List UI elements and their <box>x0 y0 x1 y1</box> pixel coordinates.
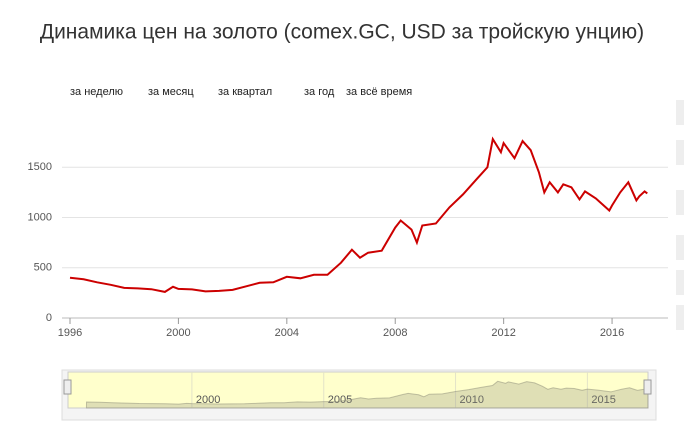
navigator-handle-right[interactable] <box>643 379 652 395</box>
x-tick-label: 2000 <box>166 327 190 339</box>
range-button[interactable]: за месяц <box>148 86 194 98</box>
range-button[interactable]: за неделю <box>70 86 123 98</box>
right-panel <box>676 100 684 330</box>
range-button[interactable]: за год <box>304 86 335 98</box>
x-tick-label: 2004 <box>275 327 299 339</box>
navigator-area <box>85 380 649 409</box>
x-tick-label: 2016 <box>600 327 624 339</box>
y-tick-label: 0 <box>46 312 52 324</box>
navigator-tick-label: 2015 <box>591 394 615 406</box>
navigator-tick-label: 2010 <box>460 394 484 406</box>
x-tick-label: 2012 <box>491 327 515 339</box>
navigator-tick-label: 2000 <box>196 394 220 406</box>
price-line <box>69 136 648 293</box>
x-tick-label: 1996 <box>58 327 82 339</box>
navigator-window <box>67 371 649 409</box>
x-tick-label: 2008 <box>383 327 407 339</box>
navigator-tick-label: 2005 <box>328 394 352 406</box>
y-tick-label: 500 <box>34 262 52 274</box>
y-tick-label: 1500 <box>28 161 52 173</box>
navigator-handle-left[interactable] <box>63 379 72 395</box>
chart-title: Динамика цен на золото (comex.GC, USD за… <box>40 21 644 44</box>
range-button[interactable]: за квартал <box>218 86 272 98</box>
y-tick-label: 1000 <box>28 211 52 223</box>
range-button[interactable]: за всё время <box>346 86 412 98</box>
